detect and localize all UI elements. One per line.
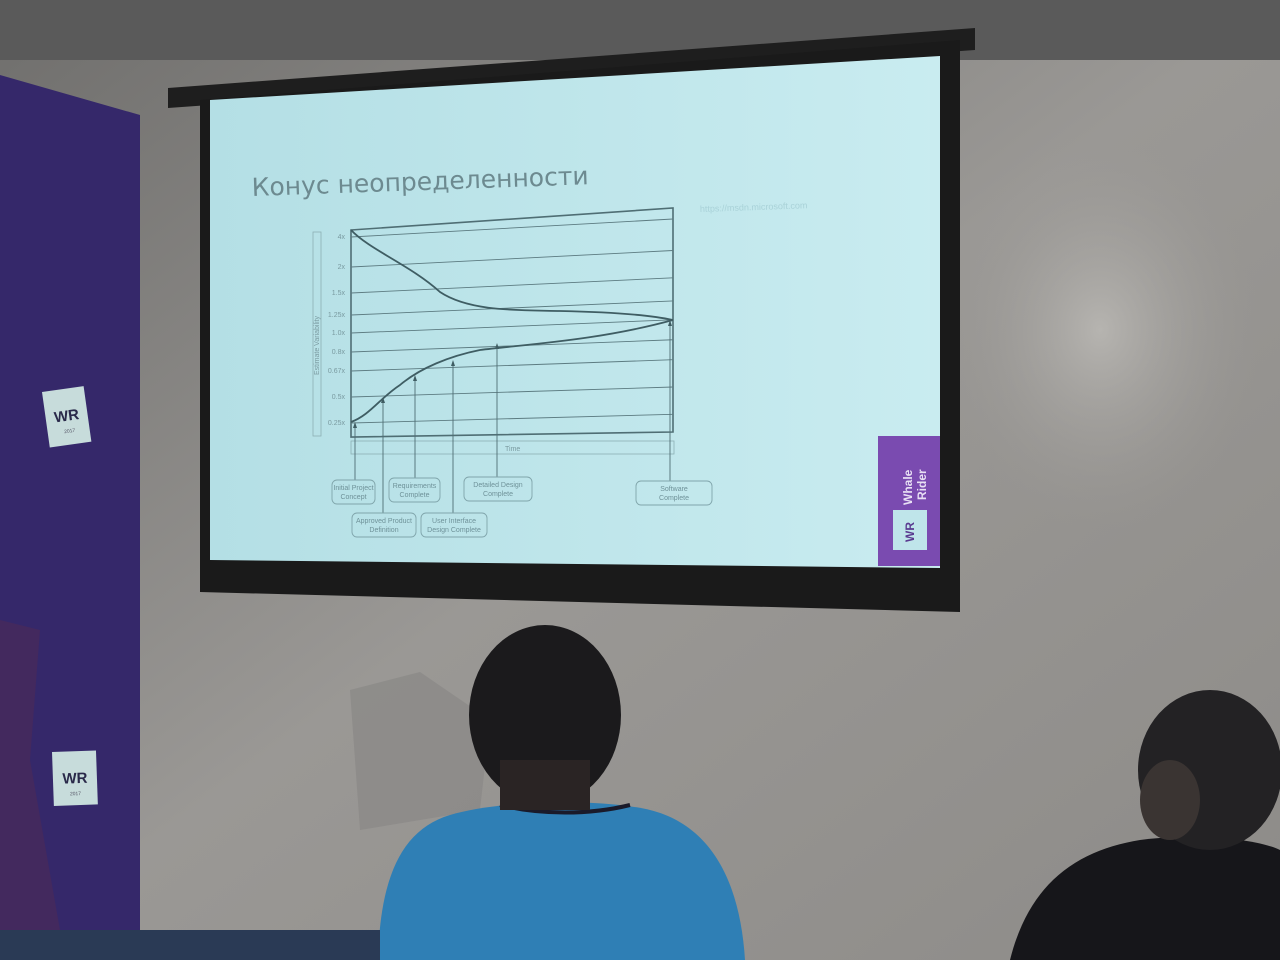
milestone-label: Approved Product <box>356 518 412 525</box>
milestone: Requirements Complete <box>388 375 441 503</box>
wall-fixture <box>350 672 490 830</box>
y-tick-label: 1.25x <box>328 312 346 319</box>
gridline <box>350 413 674 424</box>
arrow-head-icon <box>413 375 417 381</box>
milestone-label: User Interface <box>432 518 476 525</box>
milestone-label: Complete <box>400 492 430 499</box>
svg-text:Rider: Rider <box>915 469 929 500</box>
gridline <box>350 277 674 294</box>
x-axis-label: Time <box>505 446 520 453</box>
lower-bound-curve <box>350 319 674 423</box>
milestone-label: Design Complete <box>427 527 481 534</box>
whale-rider-logo: Whale Rider WR <box>878 436 940 566</box>
arrow-head-icon <box>495 343 499 349</box>
plot-frame <box>350 207 674 438</box>
wall-light-spot <box>940 130 1260 530</box>
milestone: Initial Project Concept <box>331 422 376 505</box>
milestone-box <box>463 476 533 502</box>
gridline <box>350 386 674 398</box>
milestone-label: Detailed Design <box>473 482 523 489</box>
floor <box>0 930 380 960</box>
svg-text:WR: WR <box>53 406 80 426</box>
milestone-box <box>420 512 488 538</box>
audience-person-left <box>378 625 745 960</box>
milestone: Software Complete <box>635 320 713 506</box>
milestone-label: Definition <box>369 527 398 534</box>
audience-person-right <box>1010 690 1280 960</box>
milestone-label: Software <box>660 486 688 493</box>
ceiling <box>0 0 1280 60</box>
gridline <box>350 218 674 238</box>
y-tick-label: 0.67x <box>328 368 346 375</box>
y-tick-label: 0.25x <box>328 420 346 427</box>
banner-logo-top: WR 2017 <box>42 386 92 448</box>
banner-logo-bottom: WR 2017 <box>52 750 98 806</box>
milestone-box <box>351 512 417 538</box>
gridline <box>350 359 674 372</box>
milestone: Approved Product Definition <box>351 397 417 538</box>
y-tick-label: 4x <box>338 234 346 241</box>
cone-of-uncertainty-chart: Estimate Variability 4x 2x 1.5x 1.25x 1.0x 0.… <box>312 207 713 538</box>
upper-bound-curve <box>350 229 674 321</box>
gridline <box>350 319 674 334</box>
gridline <box>350 300 674 316</box>
y-tick-label: 0.8x <box>332 349 346 356</box>
time-axis-bar <box>350 440 675 455</box>
arrow-head-icon <box>668 320 672 326</box>
event-banner: WR 2017 WR 2017 <box>0 75 140 940</box>
slide: Конус неопределенности https://msdn.micr… <box>210 56 940 568</box>
milestone: Detailed Design Complete <box>463 343 533 502</box>
milestone-box <box>635 480 713 506</box>
y-axis-label: Estimate Variability <box>314 315 321 375</box>
milestone-box <box>331 479 376 505</box>
milestone: User Interface Design Complete <box>420 360 488 538</box>
arrow-head-icon <box>353 422 357 428</box>
arrow-head-icon <box>381 397 385 403</box>
y-tick-label: 1.0x <box>332 330 346 337</box>
svg-text:Whale: Whale <box>901 469 915 505</box>
y-tick-label: 1.5x <box>332 290 346 297</box>
milestone-box <box>388 477 441 503</box>
ylabel-box <box>312 231 322 437</box>
milestone-label: Initial Project <box>333 485 373 492</box>
y-tick-label: 0.5x <box>332 394 346 401</box>
arrow-head-icon <box>451 360 455 366</box>
svg-text:WR: WR <box>62 770 88 788</box>
svg-text:WR: WR <box>903 522 917 542</box>
svg-text:2017: 2017 <box>64 428 76 436</box>
milestone-label: Complete <box>659 495 689 502</box>
milestone-label: Requirements <box>393 483 437 490</box>
y-tick-label: 2x <box>338 264 346 271</box>
milestone-label: Concept <box>340 494 366 501</box>
source-url[interactable]: https://msdn.microsoft.com <box>700 200 808 214</box>
gridline <box>350 250 674 268</box>
milestone-label: Complete <box>483 491 513 498</box>
svg-text:2017: 2017 <box>70 791 82 797</box>
